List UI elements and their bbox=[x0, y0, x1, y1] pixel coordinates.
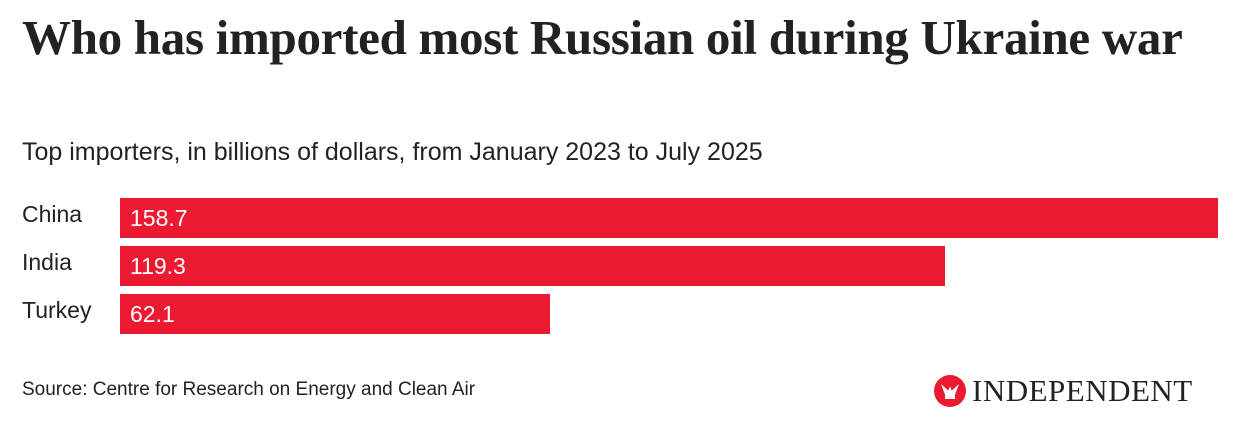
source-note: Source: Centre for Research on Energy an… bbox=[22, 379, 476, 400]
independent-logo: INDEPENDENT bbox=[934, 373, 1193, 408]
bar: 62.1 bbox=[120, 294, 550, 334]
bar: 158.7 bbox=[120, 198, 1218, 238]
category-label: China bbox=[22, 201, 83, 227]
bar-chart: China 158.7 India 119.3 Turkey 62.1 bbox=[0, 198, 1240, 338]
chart-subtitle: Top importers, in billions of dollars, f… bbox=[22, 138, 763, 166]
value-label: 158.7 bbox=[130, 205, 188, 231]
bar-row-india: India 119.3 bbox=[0, 246, 1240, 286]
category-label: Turkey bbox=[22, 297, 92, 323]
category-label: India bbox=[22, 249, 72, 275]
bar-row-turkey: Turkey 62.1 bbox=[0, 294, 1240, 334]
value-label: 119.3 bbox=[130, 253, 186, 279]
bar-row-china: China 158.7 bbox=[0, 198, 1240, 238]
bar: 119.3 bbox=[120, 246, 946, 286]
logo-text: INDEPENDENT bbox=[972, 373, 1193, 408]
chart-title: Who has imported most Russian oil during… bbox=[22, 10, 1183, 65]
value-label: 62.1 bbox=[130, 301, 175, 327]
eagle-icon bbox=[934, 375, 966, 407]
